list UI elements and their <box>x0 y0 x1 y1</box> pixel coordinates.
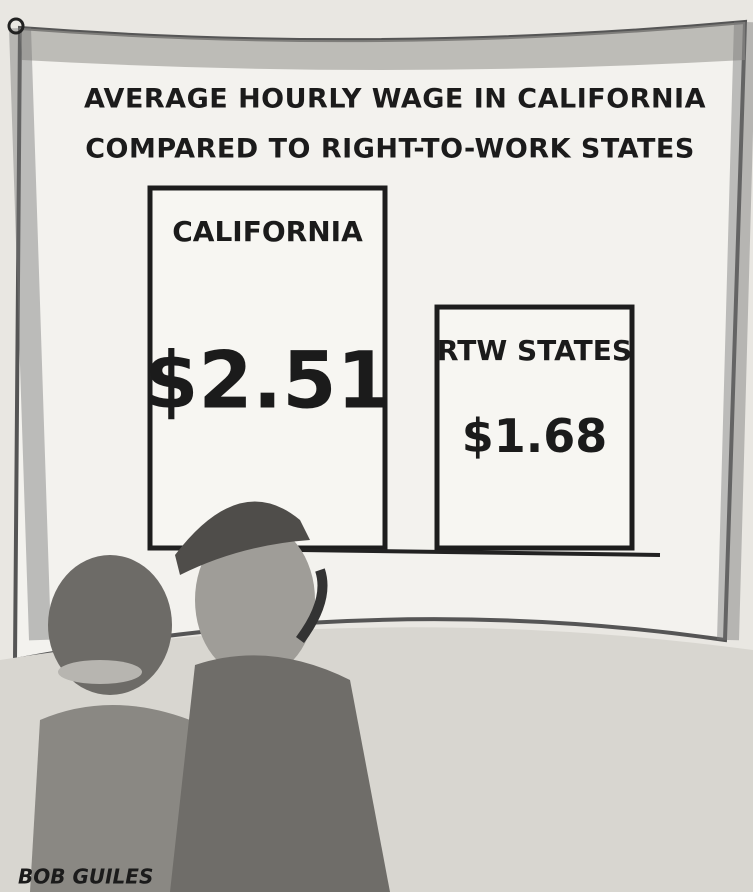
signature: BOB GUILES <box>18 865 153 889</box>
page: {"chart_data": {"type": "bar", "title": … <box>0 0 753 892</box>
category-label: CALIFORNIA <box>172 215 363 248</box>
value-label: $2.51 <box>144 336 391 426</box>
chart-title: COMPARED TO RIGHT-TO-WORK STATES <box>85 134 695 165</box>
value-label: $1.68 <box>462 409 608 463</box>
category-label: RTW STATES <box>437 334 632 367</box>
cartoon: AVERAGE HOURLY WAGE IN CALIFORNIA COMPAR… <box>0 0 753 892</box>
chart-title: AVERAGE HOURLY WAGE IN CALIFORNIA <box>84 84 706 115</box>
